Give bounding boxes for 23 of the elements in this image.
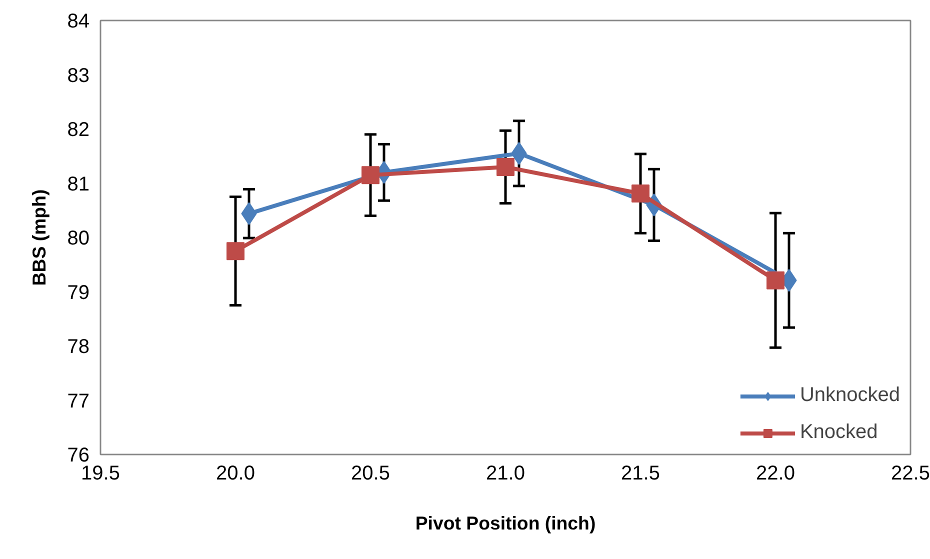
x-tick-label: 22.5 — [891, 462, 930, 484]
y-tick-label: 84 — [67, 10, 90, 32]
point — [766, 271, 784, 290]
y-tick-label: 77 — [67, 390, 90, 412]
y-tick-label: 82 — [67, 119, 90, 141]
y-tick-label: 80 — [67, 228, 90, 250]
point — [496, 158, 514, 176]
y-tick-label: 79 — [67, 282, 90, 304]
y-tick-label: 78 — [67, 336, 90, 358]
x-tick-label: 21.0 — [486, 462, 525, 484]
legend-label: Unknocked — [800, 384, 900, 407]
point — [226, 242, 244, 260]
legend-label: Knocked — [800, 421, 878, 444]
x-tick-label: 22.0 — [756, 462, 795, 484]
y-axis-title: BBS (mph) — [28, 189, 50, 286]
x-tick-label: 20.0 — [216, 462, 255, 484]
x-tick-label: 20.5 — [351, 462, 390, 484]
y-tick-label: 83 — [67, 64, 90, 87]
point — [632, 184, 650, 203]
x-tick-label: 21.5 — [621, 462, 660, 484]
x-axis-title: Pivot Position (inch) — [415, 512, 596, 534]
point — [362, 166, 380, 184]
y-tick-label: 81 — [67, 173, 90, 196]
